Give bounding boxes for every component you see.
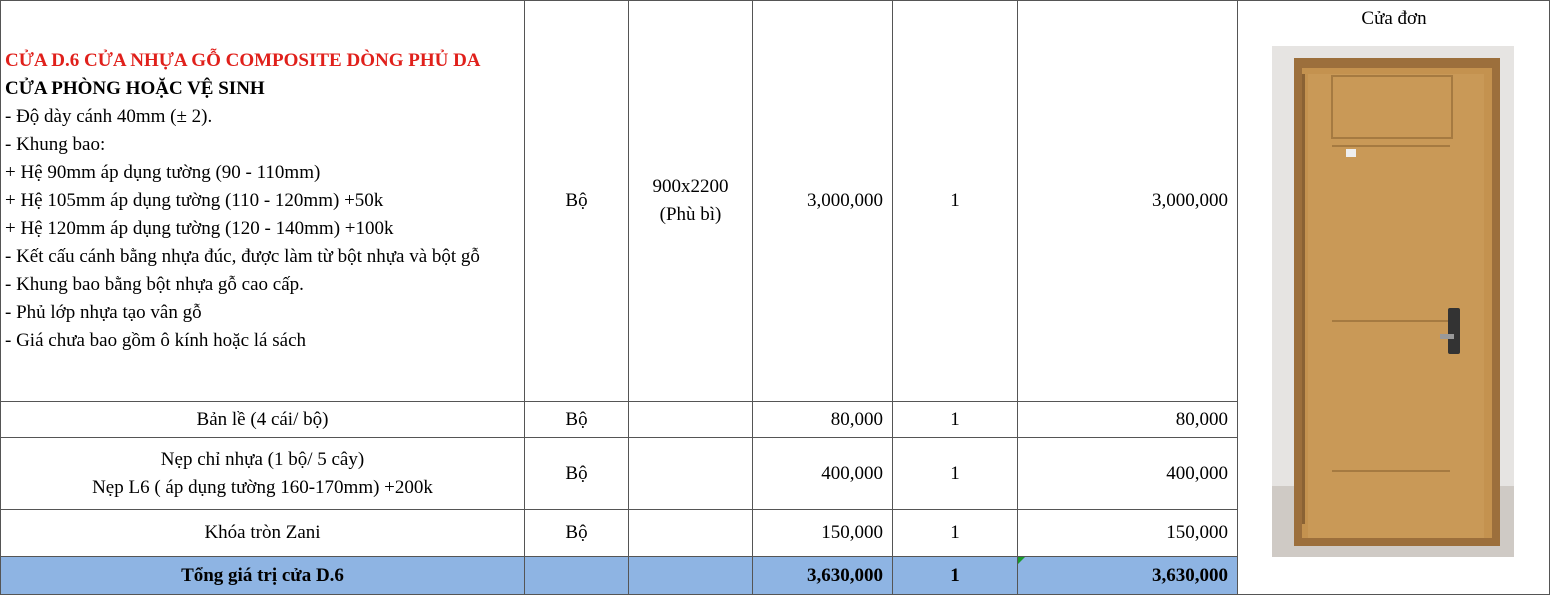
size-cell	[629, 438, 753, 510]
qty-cell: 1	[893, 402, 1018, 438]
description-line: + Hệ 120mm áp dụng tường (120 - 140mm) +…	[5, 218, 394, 239]
item-subtitle: CỬA PHÒNG HOẶC VỆ SINH	[5, 78, 265, 99]
amount: 150,000	[1166, 522, 1228, 543]
item-name: Nẹp L6 ( áp dụng tường 160-170mm) +200k	[92, 476, 433, 498]
size-cell	[629, 402, 753, 438]
qty-cell: 1	[893, 438, 1018, 510]
total-label-cell: Tổng giá trị cửa D.6	[0, 557, 525, 595]
item-name: Khóa tròn Zani	[204, 522, 321, 543]
total-qty-cell: 1	[893, 557, 1018, 595]
description-line: - Giá chưa bao gồm ô kính hoặc lá sách	[5, 330, 307, 351]
description-cell: CỬA D.6 CỬA NHỰA GỖ COMPOSITE DÒNG PHỦ D…	[0, 0, 525, 402]
name-cell: Khóa tròn Zani	[0, 510, 525, 557]
total-empty-cell	[525, 557, 629, 595]
unit-cell: Bộ	[525, 438, 629, 510]
unit: Bộ	[565, 190, 588, 211]
description-line: + Hệ 90mm áp dụng tường (90 - 110mm)	[5, 162, 321, 183]
description-line: + Hệ 105mm áp dụng tường (110 - 120mm) +…	[5, 190, 384, 211]
amount-cell: 150,000	[1018, 510, 1238, 557]
name-cell: Nẹp chỉ nhựa (1 bộ/ 5 cây) Nẹp L6 ( áp dụ…	[0, 438, 525, 510]
item-name: Bản lề (4 cái/ bộ)	[196, 408, 329, 430]
price-cell: 3,000,000	[753, 0, 893, 402]
unit-price: 400,000	[821, 462, 883, 484]
amount-cell: 3,000,000	[1018, 0, 1238, 402]
amount: 400,000	[1166, 462, 1228, 484]
total-amount: 3,630,000	[1152, 564, 1228, 586]
description-line: - Phủ lớp nhựa tạo vân gỗ	[5, 302, 202, 323]
amount: 3,000,000	[1152, 190, 1228, 211]
price-cell: 400,000	[753, 438, 893, 510]
description-line: - Độ dày cánh 40mm (± 2).	[5, 106, 213, 127]
description-line: - Khung bao:	[5, 134, 106, 155]
price-cell: 80,000	[753, 402, 893, 438]
unit-price: 80,000	[830, 408, 883, 430]
amount: 80,000	[1175, 408, 1228, 430]
quantity: 1	[950, 408, 960, 430]
total-price-cell: 3,630,000	[753, 557, 893, 595]
size: 900x2200	[652, 176, 729, 197]
total-amount-cell: 3,630,000	[1018, 557, 1238, 595]
qty-cell: 1	[893, 0, 1018, 402]
qty-cell: 1	[893, 510, 1018, 557]
amount-cell: 80,000	[1018, 402, 1238, 438]
total-unit-price: 3,630,000	[807, 564, 883, 586]
item-name: Nẹp chỉ nhựa (1 bộ/ 5 cây)	[160, 448, 365, 470]
quantity: 1	[950, 522, 960, 543]
unit: Bộ	[565, 522, 588, 543]
image-caption: Cửa đơn	[1361, 8, 1427, 29]
unit-cell: Bộ	[525, 0, 629, 402]
description-line: - Kết cấu cánh bằng nhựa đúc, được làm t…	[5, 246, 480, 267]
unit: Bộ	[565, 408, 588, 430]
price-cell: 150,000	[753, 510, 893, 557]
unit: Bộ	[565, 462, 588, 484]
cell-marker	[1018, 557, 1025, 564]
unit-cell: Bộ	[525, 510, 629, 557]
name-cell: Bản lề (4 cái/ bộ)	[0, 402, 525, 438]
quantity: 1	[950, 462, 960, 484]
image-column: Cửa đơn	[1238, 0, 1550, 595]
size: (Phù bì)	[659, 204, 722, 225]
size-cell: 900x2200 (Phù bì)	[629, 0, 753, 402]
total-quantity: 1	[950, 564, 960, 586]
item-title: CỬA D.6 CỬA NHỰA GỖ COMPOSITE DÒNG PHỦ D…	[5, 50, 481, 71]
unit-price: 150,000	[821, 522, 883, 543]
unit-price: 3,000,000	[807, 190, 883, 211]
description-line: - Khung bao bằng bột nhựa gỗ cao cấp.	[5, 274, 304, 295]
quantity: 1	[950, 190, 960, 211]
unit-cell: Bộ	[525, 402, 629, 438]
total-label: Tổng giá trị cửa D.6	[181, 564, 344, 586]
amount-cell: 400,000	[1018, 438, 1238, 510]
size-cell	[629, 510, 753, 557]
total-empty-cell	[629, 557, 753, 595]
door-photo	[1272, 46, 1514, 557]
